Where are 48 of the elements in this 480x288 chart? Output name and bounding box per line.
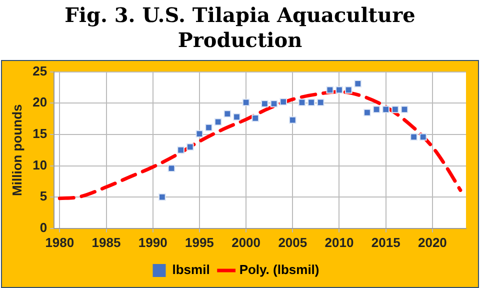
y-tick-label: 20 [32,94,48,110]
point [419,133,427,141]
point [308,98,315,106]
x-tick-label: 1985 [92,234,121,250]
point [233,113,240,121]
point [288,116,296,124]
point [158,193,166,201]
point [270,100,278,108]
point [224,110,232,118]
point [336,86,343,94]
point [382,106,390,114]
point [280,98,288,106]
point [252,114,260,122]
x-tick-label: 2010 [324,234,354,250]
x-tick-label: 2020 [418,234,447,250]
y-tick-label: 15 [32,126,48,142]
chart-title: Fig. 3. U.S. Tilapia Aquaculture Production [64,2,416,54]
legend-label: Poly. (lbsmil) [239,262,320,278]
point [391,106,399,114]
point [298,98,306,106]
point [214,118,222,126]
y-tick-label: 10 [32,157,48,172]
y-tick-label: 25 [32,63,48,78]
x-tick-label: 1980 [45,234,74,250]
point [168,164,176,172]
y-tick-label: 5 [40,188,48,204]
x-tick-label: 2000 [232,234,261,250]
point [372,106,380,114]
point [186,143,194,151]
point [326,86,334,94]
point [410,133,418,141]
point [344,86,352,94]
x-tick-label: 2015 [371,234,400,250]
x-tick-label: 1995 [184,234,214,250]
x-tick-label: 2005 [278,234,308,250]
point [354,80,362,88]
point [205,124,212,132]
point [316,98,324,106]
y-axis-title: Million pounds [9,104,24,196]
point [177,146,184,154]
legend-label: lbsmil [172,262,210,278]
x-tick-label: 1990 [138,234,168,250]
point [400,106,408,114]
point [242,98,250,106]
point [261,100,268,108]
point [364,108,371,116]
point [196,130,204,138]
y-tick-label: 0 [40,220,48,235]
